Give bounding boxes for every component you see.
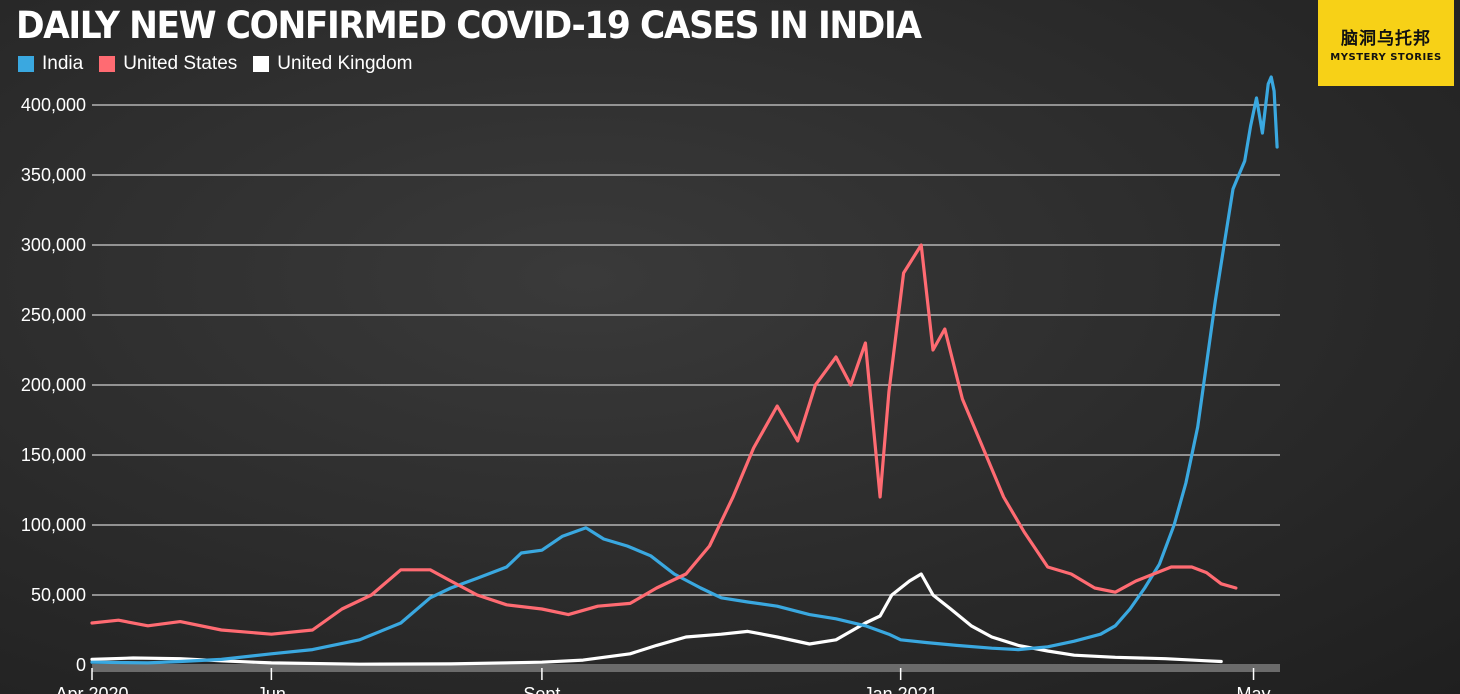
x-tick-label: Sept <box>523 684 560 694</box>
y-tick-label: 0 <box>76 655 86 675</box>
watermark-logo: 脑洞乌托邦 MYSTERY STORIES <box>1318 0 1454 86</box>
legend-label-india: India <box>42 53 84 74</box>
legend-label-united-kingdom: United Kingdom <box>277 53 413 74</box>
gridlines <box>92 104 1280 672</box>
y-tick-label: 350,000 <box>21 165 86 185</box>
series-line-india <box>90 75 1279 665</box>
logo-subtitle: MYSTERY STORIES <box>1330 51 1442 63</box>
series-lines <box>90 75 1279 666</box>
y-tick-label: 200,000 <box>21 375 86 395</box>
y-axis-ticks: 0 50,000 100,000 150,000 200,000 250,000 300,0… <box>21 95 86 675</box>
legend-swatch-united-states <box>99 56 116 72</box>
legend-swatch-india <box>18 56 34 72</box>
chart-title: DAILY NEW CONFIRMED COVID-19 CASES IN IN… <box>16 4 922 47</box>
x-tick-label: Apr 2020 <box>55 684 128 694</box>
x-tick-label: Jun <box>257 684 286 694</box>
x-tick-label: Jan 2021 <box>864 684 938 694</box>
x-axis-ticks: Apr 2020 Jun Sept Jan 2021 May <box>55 668 1271 694</box>
legend-item-united-kingdom: United Kingdom <box>253 53 412 75</box>
legend-item-united-states: United States <box>99 53 237 75</box>
series-line-united-states <box>90 243 1238 636</box>
y-tick-label: 400,000 <box>21 95 86 115</box>
y-tick-label: 100,000 <box>21 515 86 535</box>
legend: India United States United Kingdom <box>18 53 412 75</box>
y-tick-label: 250,000 <box>21 305 86 325</box>
legend-label-united-states: United States <box>123 53 238 74</box>
y-tick-label: 150,000 <box>21 445 86 465</box>
x-tick-label: May <box>1237 684 1271 694</box>
legend-swatch-united-kingdom <box>253 56 270 72</box>
logo-title: 脑洞乌托邦 <box>1341 28 1431 49</box>
legend-item-india: India <box>18 53 83 75</box>
y-tick-label: 50,000 <box>31 585 86 605</box>
y-tick-label: 300,000 <box>21 235 86 255</box>
